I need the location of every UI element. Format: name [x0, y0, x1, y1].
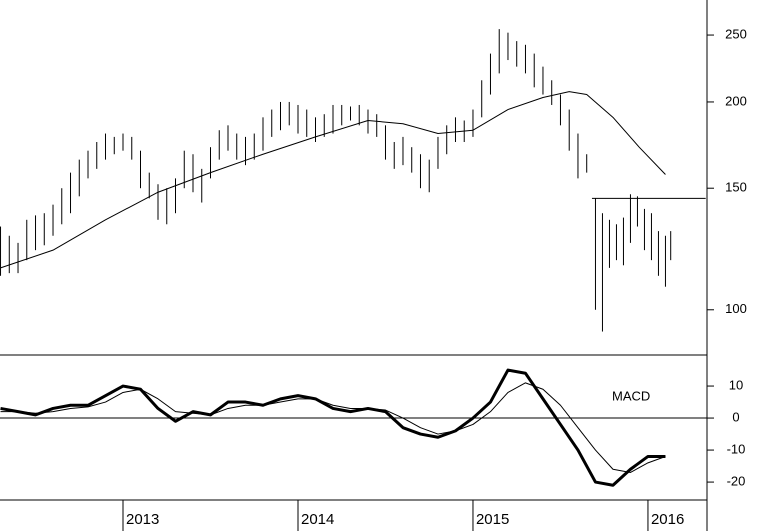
- y-tick-label: 150: [725, 180, 747, 195]
- macd-line: [0, 382, 666, 473]
- y-tick-label: 250: [725, 26, 747, 41]
- x-tick-label: 2013: [126, 511, 159, 528]
- x-tick-label: 2015: [476, 511, 509, 528]
- macd-line: [0, 368, 666, 487]
- y-tick-label: 10: [729, 377, 743, 392]
- x-tick-label: 2016: [651, 511, 684, 528]
- x-tick-label: 2014: [301, 511, 334, 528]
- annotation: MACD: [612, 388, 650, 403]
- moving-average: [0, 91, 666, 269]
- y-tick-label: 0: [732, 409, 739, 424]
- y-tick-label: 100: [725, 301, 747, 316]
- y-tick-label: -20: [727, 474, 746, 489]
- y-tick-label: 200: [725, 93, 747, 108]
- y-tick-label: -10: [727, 442, 746, 457]
